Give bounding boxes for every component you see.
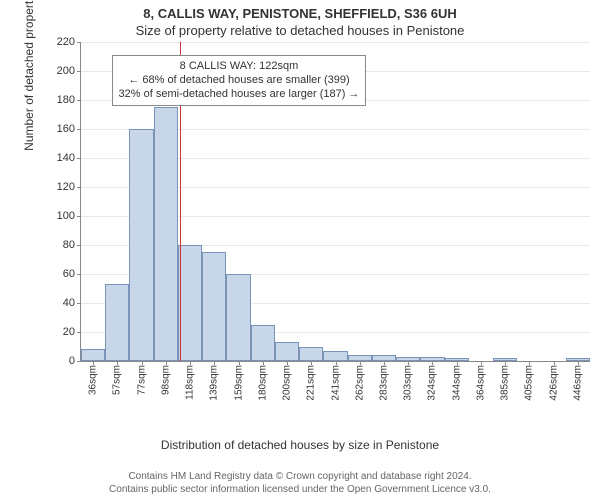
y-tick-label: 180 <box>57 94 75 106</box>
chart-footer: Contains HM Land Registry data © Crown c… <box>0 470 600 496</box>
y-tick <box>77 274 81 275</box>
annotation-line: 8 CALLIS WAY: 122sqm <box>119 59 360 73</box>
gridline <box>81 42 590 43</box>
y-tick <box>77 303 81 304</box>
footer-line-1: Contains HM Land Registry data © Crown c… <box>0 470 600 483</box>
x-axis-label: Distribution of detached houses by size … <box>0 438 600 452</box>
y-axis-label: Number of detached properties <box>22 0 36 151</box>
y-tick <box>77 361 81 362</box>
x-tick-label: 118sqm <box>185 365 196 400</box>
x-tick-label: 221sqm <box>306 365 317 401</box>
y-tick-label: 40 <box>63 297 75 309</box>
annotation-box: 8 CALLIS WAY: 122sqm← 68% of detached ho… <box>112 55 367 106</box>
x-tick-label: 283sqm <box>378 365 389 401</box>
histogram-bar <box>226 274 250 361</box>
x-tick-label: 200sqm <box>282 365 293 401</box>
x-tick-label: 324sqm <box>427 365 438 401</box>
y-tick-label: 160 <box>57 123 75 135</box>
histogram-bar <box>81 349 105 361</box>
annotation-line: ← 68% of detached houses are smaller (39… <box>119 73 360 87</box>
x-tick-label: 405sqm <box>524 365 535 401</box>
y-tick <box>77 129 81 130</box>
x-tick-label: 426sqm <box>548 365 559 401</box>
y-tick-label: 20 <box>63 326 75 338</box>
x-tick-label: 364sqm <box>475 365 486 401</box>
y-tick-label: 100 <box>57 210 75 222</box>
y-tick-label: 0 <box>69 355 75 367</box>
y-tick <box>77 332 81 333</box>
histogram-bar <box>178 245 202 361</box>
x-tick-label: 180sqm <box>257 365 268 401</box>
annotation-line: 32% of semi-detached houses are larger (… <box>119 87 360 101</box>
y-tick <box>77 42 81 43</box>
x-tick-label: 98sqm <box>160 365 171 395</box>
y-tick-label: 140 <box>57 152 75 164</box>
histogram-bar <box>299 347 323 362</box>
y-tick-label: 200 <box>57 65 75 77</box>
y-tick <box>77 245 81 246</box>
histogram-bar <box>105 284 129 361</box>
y-tick-label: 120 <box>57 181 75 193</box>
x-tick-label: 36sqm <box>88 365 99 395</box>
y-tick-label: 80 <box>63 239 75 251</box>
x-tick-label: 446sqm <box>572 365 583 401</box>
chart-area: Number of detached properties 0204060801… <box>50 42 590 392</box>
x-tick-label: 303sqm <box>403 365 414 401</box>
histogram-bar <box>251 325 275 361</box>
histogram-bar <box>323 351 347 361</box>
x-tick-label: 344sqm <box>451 365 462 401</box>
histogram-bar <box>275 342 299 361</box>
x-tick-label: 241sqm <box>330 365 341 401</box>
y-tick <box>77 187 81 188</box>
chart-plot: 02040608010012014016018020022036sqm57sqm… <box>80 42 590 362</box>
histogram-bar <box>154 107 178 361</box>
chart-subtitle: Size of property relative to detached ho… <box>0 21 600 42</box>
y-tick-label: 220 <box>57 36 75 48</box>
y-tick <box>77 71 81 72</box>
x-tick-label: 159sqm <box>233 365 244 401</box>
y-tick <box>77 100 81 101</box>
y-tick <box>77 158 81 159</box>
x-tick-label: 77sqm <box>136 365 147 395</box>
x-tick-label: 139sqm <box>209 365 220 401</box>
chart-title-address: 8, CALLIS WAY, PENISTONE, SHEFFIELD, S36… <box>0 0 600 21</box>
histogram-bar <box>129 129 153 361</box>
x-tick-label: 57sqm <box>112 365 123 395</box>
x-tick-label: 385sqm <box>500 365 511 401</box>
y-tick <box>77 216 81 217</box>
x-tick-label: 262sqm <box>354 365 365 401</box>
histogram-bar <box>202 252 226 361</box>
y-tick-label: 60 <box>63 268 75 280</box>
footer-line-2: Contains public sector information licen… <box>0 483 600 496</box>
